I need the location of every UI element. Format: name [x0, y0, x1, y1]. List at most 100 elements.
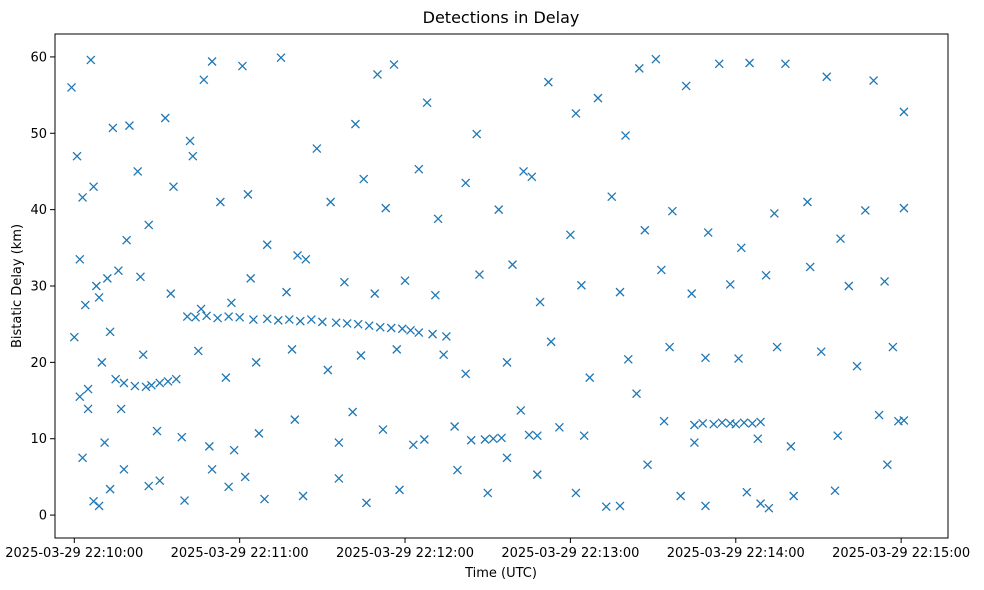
detection-point: [78, 453, 88, 463]
detection-point: [334, 473, 344, 483]
detection-point: [532, 431, 542, 441]
detection-point: [185, 136, 195, 146]
detection-point: [94, 501, 104, 511]
detection-point: [623, 354, 633, 364]
detection-point: [166, 289, 176, 299]
detection-point: [177, 432, 187, 442]
y-tick-label: 20: [30, 356, 47, 371]
detection-point: [816, 347, 826, 357]
detection-point: [734, 354, 743, 364]
detection-point: [717, 418, 727, 428]
detection-point: [312, 144, 322, 154]
detection-point: [519, 166, 529, 176]
detection-point: [188, 151, 198, 161]
detection-point: [502, 453, 512, 463]
x-tick-label: 2025-03-29 22:14:00: [667, 546, 805, 561]
detection-point: [428, 329, 438, 339]
detection-point: [756, 499, 766, 509]
detection-point: [301, 254, 311, 264]
x-tick-label: 2025-03-29 22:10:00: [5, 546, 143, 561]
detection-point: [72, 151, 82, 161]
detection-point: [508, 260, 517, 270]
detection-point: [860, 205, 870, 215]
detection-point: [483, 488, 493, 498]
detection-point: [747, 418, 757, 428]
detection-point: [67, 82, 76, 92]
detection-point: [378, 425, 388, 435]
detection-point: [141, 382, 151, 392]
detection-point: [769, 208, 779, 218]
detection-point: [422, 98, 432, 108]
detection-point: [615, 287, 625, 297]
detection-point: [651, 54, 661, 64]
x-tick-label: 2025-03-29 22:13:00: [501, 546, 639, 561]
detection-point: [408, 440, 418, 450]
detection-point: [254, 428, 264, 438]
detection-point: [698, 418, 708, 428]
detection-point: [676, 491, 686, 501]
detection-point: [356, 351, 366, 360]
detection-point: [381, 203, 391, 213]
detection-point: [83, 384, 93, 394]
detection-point: [836, 234, 845, 244]
y-tick-label: 60: [30, 50, 47, 65]
detection-point: [714, 59, 724, 69]
detection-point: [78, 192, 88, 202]
detection-point: [240, 472, 250, 482]
detection-point: [224, 482, 234, 492]
detection-point: [75, 392, 85, 402]
detection-point: [191, 312, 201, 322]
detection-point: [607, 192, 617, 202]
detection-point: [284, 315, 294, 325]
detection-point: [546, 337, 556, 347]
detection-point: [155, 378, 165, 388]
detection-point: [880, 276, 890, 286]
detection-point: [571, 108, 581, 118]
detection-point: [147, 380, 156, 390]
detection-point: [113, 266, 123, 276]
detection-point: [122, 235, 132, 245]
detection-point: [640, 225, 650, 235]
detection-point: [91, 281, 101, 291]
y-tick-label: 50: [30, 127, 47, 142]
detection-point: [869, 76, 879, 86]
detection-point: [461, 369, 471, 379]
detection-point: [375, 322, 385, 332]
detection-point: [243, 189, 253, 199]
detection-point: [772, 342, 782, 352]
detection-point: [160, 113, 170, 123]
detection-point: [389, 60, 399, 70]
detection-point: [480, 435, 490, 444]
detection-point: [361, 498, 371, 508]
detection-point: [282, 287, 291, 297]
detection-point: [430, 290, 440, 300]
y-tick-label: 0: [39, 509, 47, 524]
detection-point: [844, 281, 854, 291]
detection-point: [353, 319, 363, 329]
detection-point: [317, 317, 327, 327]
detection-point: [497, 433, 506, 443]
detection-point: [102, 273, 112, 283]
x-tick-label: 2025-03-29 22:11:00: [171, 546, 309, 561]
detection-point: [527, 172, 537, 182]
detection-point: [306, 315, 316, 325]
detection-point: [634, 63, 644, 73]
detection-point: [441, 331, 451, 341]
detection-point: [789, 491, 799, 501]
detection-point: [764, 503, 774, 513]
detection-point: [298, 491, 308, 501]
detection-point: [709, 419, 719, 429]
detection-point: [359, 174, 369, 184]
detection-point: [576, 280, 586, 290]
detection-point: [155, 476, 165, 486]
detection-point: [565, 230, 575, 240]
detection-point: [229, 445, 239, 455]
detection-point: [235, 312, 245, 322]
detection-point: [656, 265, 666, 275]
detection-point: [852, 361, 862, 371]
detection-point: [135, 272, 145, 282]
y-tick-label: 10: [30, 432, 47, 447]
detection-point: [899, 203, 909, 213]
detection-point: [450, 422, 460, 431]
detection-point: [736, 243, 746, 253]
